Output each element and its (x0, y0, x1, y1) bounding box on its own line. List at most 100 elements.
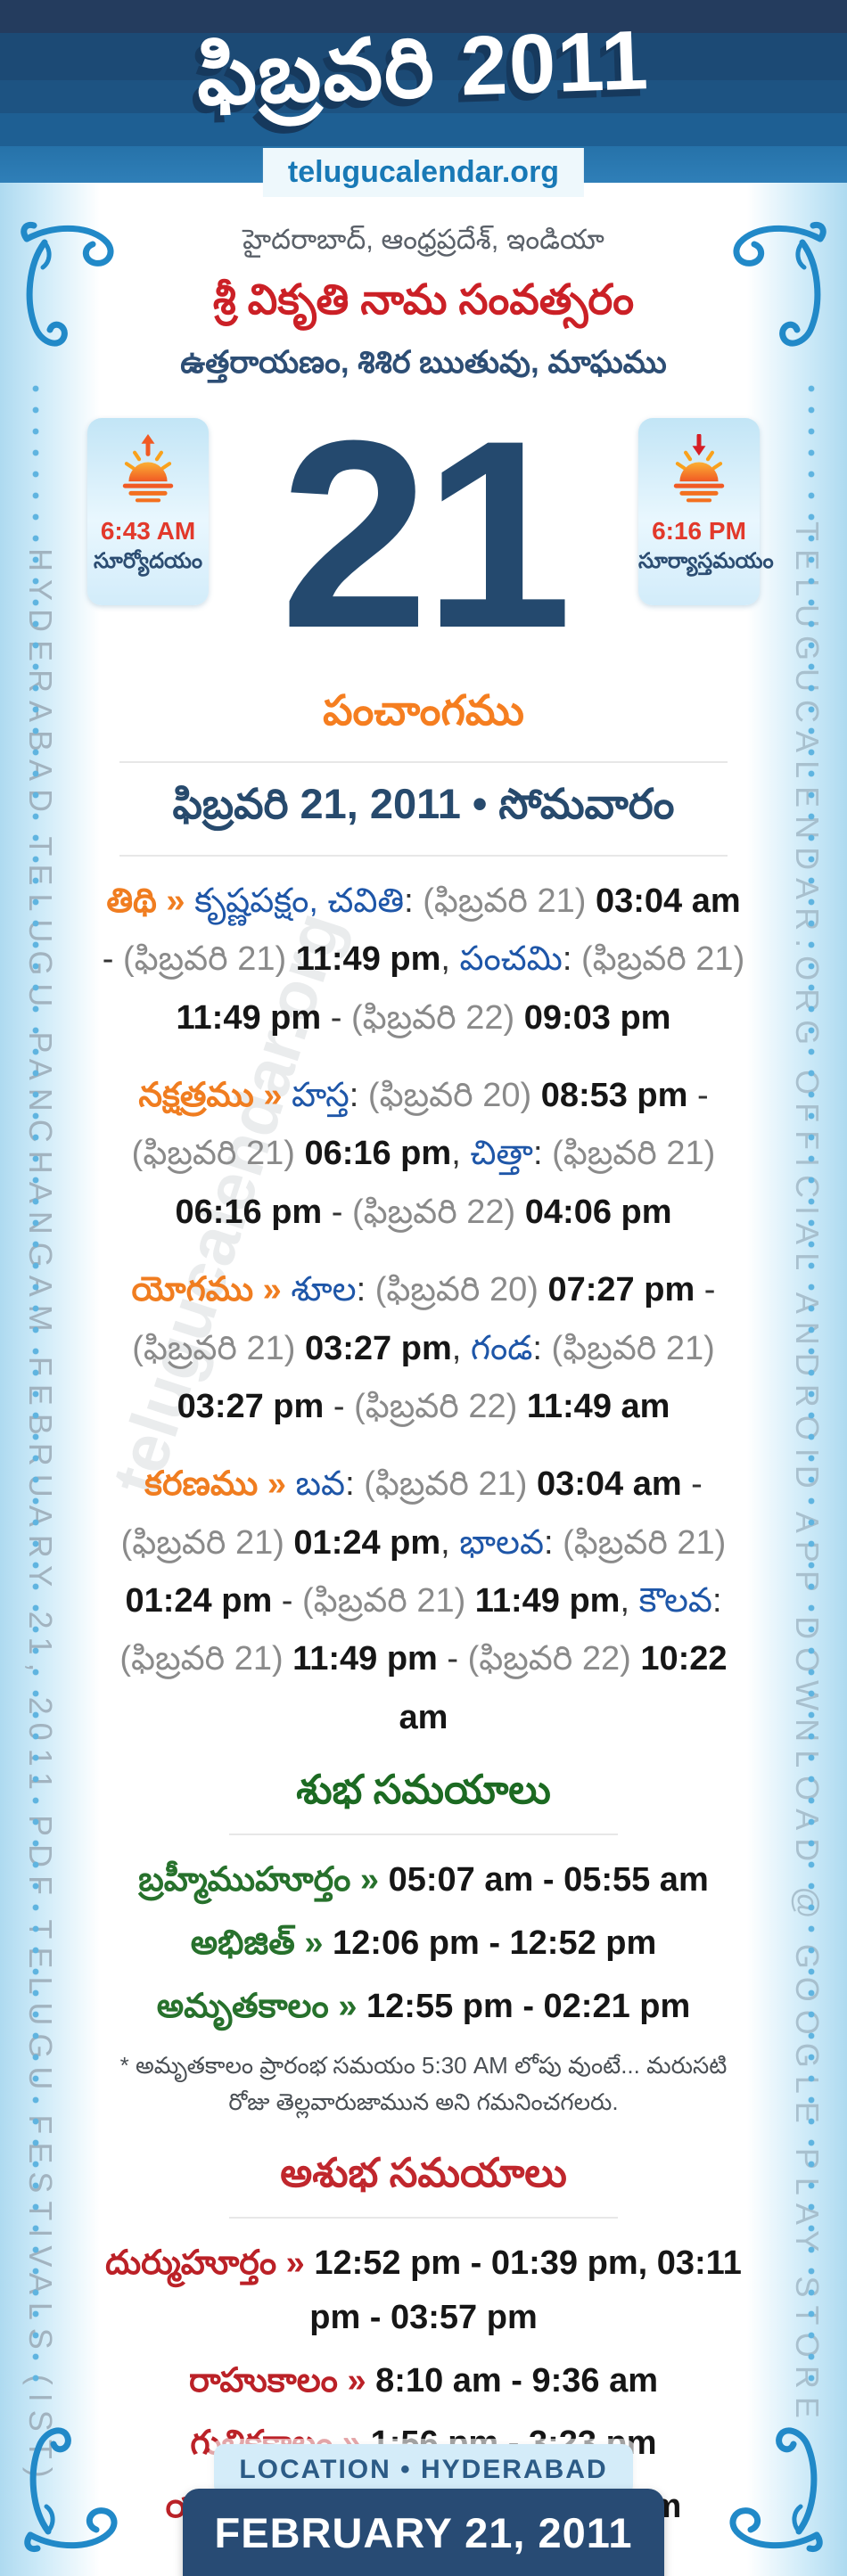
panchang-segment: , (620, 1581, 639, 1620)
panchang-segment: - (322, 1193, 352, 1231)
panchang-segment: (ఫిబ్రవరి 21) (131, 1135, 305, 1173)
panchang-segment: 10:22 am (399, 1640, 728, 1736)
sunrise-icon (122, 434, 174, 503)
right-dotted-line (808, 385, 815, 2382)
panchang-segment: (ఫిబ్రవరి 21) (122, 940, 296, 979)
ayana-ritu-line: ఉత్తరాయణం, శిశిర ఋతువు, మాఘము (180, 345, 667, 380)
sunrise-card: 6:43 AM సూర్యోదయం (87, 418, 209, 605)
sunrise-label: సూర్యోదయం (93, 549, 203, 573)
main-content: హైదరాబాద్, ఆంధ్రప్రదేశ్, ఇండియా శ్రీ విక… (87, 183, 774, 2543)
day-number: 21 (280, 384, 572, 684)
panchang-segment: , (451, 1329, 471, 1367)
location-line: హైదరాబాద్, ఆంధ్రప్రదేశ్, ఇండియా (243, 224, 604, 255)
panchang-segment: (ఫిబ్రవరి 22) (350, 998, 524, 1037)
panchang-segment: (ఫిబ్రవరి 22) (467, 1640, 641, 1678)
panchang-segment: (ఫిబ్రవరి 21) (302, 1581, 475, 1620)
sunset-label: సూర్యాస్తమయం (638, 549, 774, 573)
panchang-segment: : (532, 1135, 553, 1173)
panchang-segment: తిథి » (106, 882, 195, 920)
panchang-segment: శూల (291, 1271, 357, 1309)
panchang-segment: - (437, 1640, 468, 1678)
panchang-segment: (ఫిబ్రవరి 21) (563, 1523, 727, 1562)
ashubha-heading: అశుభ సమయాలు (280, 2150, 567, 2196)
divider (229, 2217, 618, 2219)
time-entry: బ్రహ్మీముహూర్తం » 05:07 am - 05:55 am (103, 1853, 744, 1907)
entry-value: 12:52 pm - 01:39 pm, 03:11 pm - 03:57 pm (309, 2244, 742, 2336)
right-vertical-caption: TELUGUCALENDAR.ORG OFFICIAL ANDROID APP … (788, 521, 826, 2426)
panchang-segment: 08:53 pm (540, 1077, 688, 1115)
entry-label: అమృతకాలం » (156, 1987, 367, 2025)
shubha-entries: బ్రహ్మీముహూర్తం » 05:07 am - 05:55 am అభి… (100, 1853, 747, 2033)
time-entry: అభిజిత్ » 12:06 pm - 12:52 pm (103, 1916, 744, 1971)
entry-value: 8:10 am - 9:36 am (375, 2361, 659, 2400)
panchang-segment: 11:49 pm (295, 940, 441, 979)
panchang-segment: (ఫిబ్రవరి 21) (423, 882, 596, 920)
date-line: ఫిబ్రవరి 21, 2011 • సోమవారం (172, 780, 675, 827)
panchang-segment: 11:49 pm (474, 1581, 621, 1620)
panchang-segment: 04:06 pm (524, 1193, 672, 1231)
panchang-segment: (ఫిబ్రవరి 22) (354, 1387, 527, 1425)
panchang-segment: యోగము » (131, 1271, 292, 1309)
panchang-segment: (ఫిబ్రవరి 21) (120, 1523, 294, 1562)
panchang-segment: పంచమి (459, 940, 563, 979)
panchang-segment: బవ (295, 1465, 346, 1504)
entry-label: రాహుకాలం » (188, 2361, 376, 2400)
panchang-segment: : (562, 940, 582, 979)
panchang-segment: హస్త (292, 1077, 349, 1115)
left-vertical-caption: HYDERABAD TELUGU PANCHANGAM FEBRUARY 21,… (22, 548, 59, 2486)
left-dotted-line (32, 385, 39, 2382)
entry-label: అభిజిత్ » (190, 1924, 333, 1962)
panchang-segment: 06:16 pm (175, 1193, 323, 1231)
sunset-card: 6:16 PM సూర్యాస్తమయం (638, 418, 774, 605)
panchang-segment: కరణము » (144, 1465, 296, 1504)
panchang-segment: 01:24 pm (125, 1581, 273, 1620)
panchang-segment: - (102, 940, 123, 979)
panchang-rows: తిథి » కృష్ణపక్షం, చవితి: (ఫిబ్రవరి 21) … (100, 873, 747, 1747)
entry-value: 12:06 pm - 12:52 pm (333, 1924, 657, 1962)
entry-label: దుర్ముహూర్తం » (105, 2244, 315, 2283)
panchang-segment: : (532, 1329, 552, 1367)
panchang-segment: - (681, 1465, 703, 1504)
panchang-segment: 03:04 am (596, 882, 741, 920)
samvatsaram-line: శ్రీ వికృతి నామ సంవత్సరం (212, 275, 635, 323)
left-decorative-strip (0, 183, 100, 2576)
sunrise-time: 6:43 AM (100, 517, 196, 545)
panchang-segment: కౌలవ (638, 1581, 712, 1620)
divider (119, 855, 728, 857)
entry-label: బ్రహ్మీముహూర్తం » (138, 1861, 389, 1899)
panchang-segment: - (687, 1077, 709, 1115)
amrutakalam-note: * అమృతకాలం ప్రారంభ సమయం 5:30 AM లోపు వుం… (119, 2052, 728, 2115)
panchang-segment: (ఫిబ్రవరి 21) (581, 940, 745, 979)
location-chip: LOCATION • HYDERABAD (214, 2444, 633, 2496)
panchang-segment: (ఫిబ్రవరి 21) (552, 1135, 716, 1173)
panchang-row: కరణము » బవ: (ఫిబ్రవరి 21) 03:04 am - (ఫి… (100, 1456, 747, 1747)
day-row: 6:43 AM సూర్యోదయం 21 (87, 384, 774, 684)
panchang-segment: (ఫిబ్రవరి 21) (364, 1465, 537, 1504)
panchang-segment: , (440, 940, 460, 979)
panchang-segment: కృష్ణపక్షం, చవితి (194, 882, 405, 920)
page-title: ఫిబ్రవరి 2011 (194, 12, 652, 122)
panchang-segment: : (544, 1523, 563, 1562)
panchang-segment: - (321, 998, 351, 1037)
site-link[interactable]: telugucalendar.org (262, 148, 585, 197)
panchang-segment: : (349, 1077, 368, 1115)
panchang-segment: - (272, 1581, 303, 1620)
panchang-segment: 01:24 pm (293, 1523, 441, 1562)
footer-date-card: FEBRUARY 21, 2011 (183, 2489, 664, 2576)
panchang-segment: (ఫిబ్రవరి 21) (119, 1640, 293, 1678)
shubha-heading: శుభ సమయాలు (296, 1767, 551, 1813)
panchang-segment: : (356, 1271, 375, 1309)
time-entry: అమృతకాలం » 12:55 pm - 02:21 pm (103, 1980, 744, 2034)
panchang-segment: : (345, 1465, 365, 1504)
panchang-segment: , (451, 1135, 471, 1173)
panchang-segment: (ఫిబ్రవరి 21) (132, 1329, 305, 1367)
divider (229, 1834, 618, 1836)
divider (119, 761, 728, 763)
panchang-segment: గండ (470, 1329, 533, 1367)
panchang-segment: (ఫిబ్రవరి 21) (551, 1329, 715, 1367)
panchang-segment: (ఫిబ్రవరి 20) (374, 1271, 548, 1309)
panchang-segment: (ఫిబ్రవరి 20) (367, 1077, 541, 1115)
panchang-segment: - (695, 1271, 716, 1309)
panchang-row: నక్షత్రము » హస్త: (ఫిబ్రవరి 20) 08:53 pm… (100, 1067, 747, 1242)
panchang-segment: 07:27 pm (547, 1271, 695, 1309)
